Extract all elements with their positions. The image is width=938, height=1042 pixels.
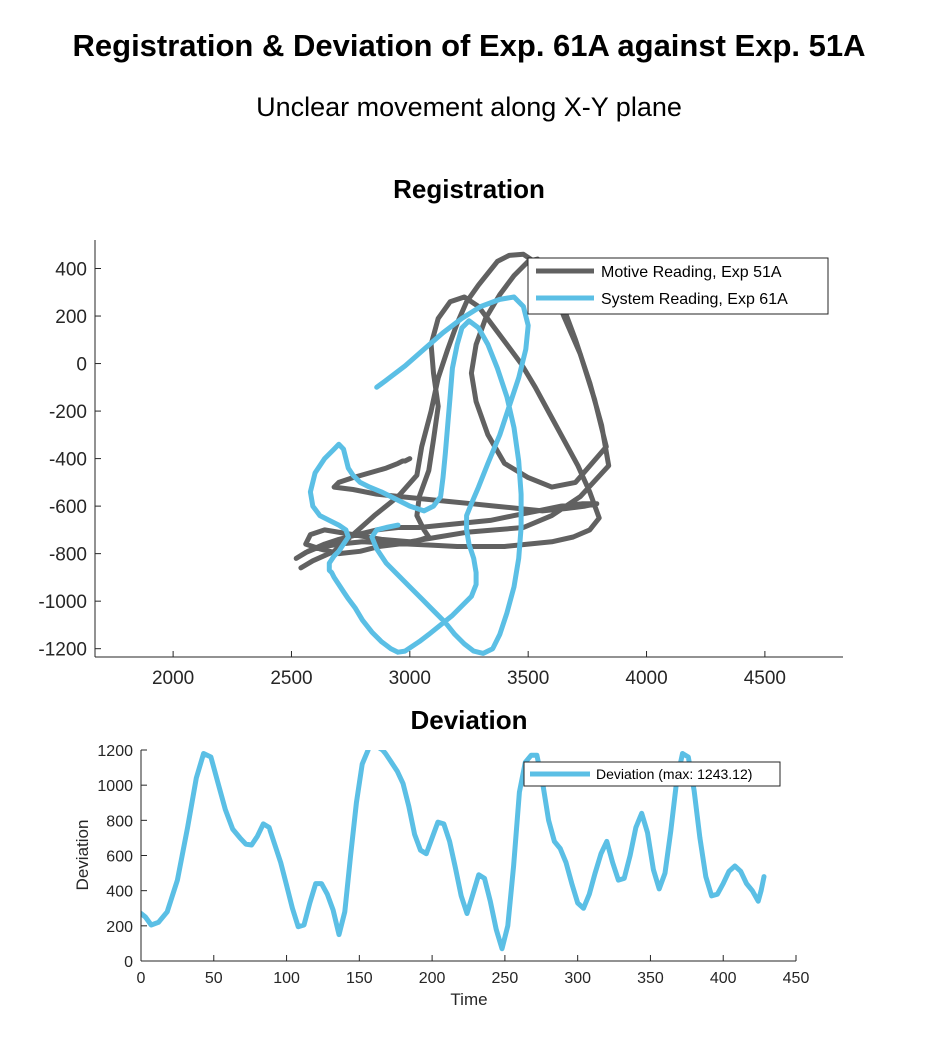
registration-y-tick-label: -600 — [49, 497, 87, 518]
registration-y-tick-label: -400 — [49, 450, 87, 471]
deviation-x-tick-label: 200 — [419, 970, 446, 987]
deviation-legend: Deviation (max: 1243.12) — [523, 761, 781, 787]
registration-y-tick-label: 200 — [55, 307, 87, 328]
deviation-ticks: 0 50 100 150 200 250 300 350 400 450 0 200 400 600 800… — [97, 743, 809, 987]
figure-title: Registration & Deviation of Exp. 61A aga… — [72, 28, 866, 63]
registration-y-tick-label: -800 — [49, 545, 87, 566]
deviation-y-tick-label: 1000 — [97, 778, 133, 795]
deviation-series-line-0 — [141, 750, 767, 952]
deviation-axes: Deviation 0 50 100 150 200 250 300 350 400 450 0 20… — [73, 705, 809, 1009]
legend-label-motive: Motive Reading, Exp 51A — [601, 264, 782, 281]
registration-y-tick-label: 400 — [55, 260, 87, 281]
deviation-y-tick-label: 400 — [106, 884, 133, 901]
registration-legend-box — [527, 257, 829, 315]
registration-plot-area — [293, 251, 612, 656]
registration-series-line-0 — [293, 251, 612, 571]
registration-y-tick-label: 0 — [76, 355, 87, 376]
deviation-plot-area — [141, 750, 767, 952]
registration-title: Registration — [393, 174, 545, 204]
deviation-y-tick-label: 200 — [106, 919, 133, 936]
registration-y-tick-label: -1000 — [38, 592, 87, 613]
deviation-x-tick-label: 250 — [492, 970, 519, 987]
deviation-x-tick-label: 400 — [710, 970, 737, 987]
deviation-x-tick-label: 350 — [637, 970, 664, 987]
deviation-y-tick-label: 0 — [124, 954, 133, 971]
deviation-y-tick-label: 800 — [106, 813, 133, 830]
registration-y-tick-label: -200 — [49, 402, 87, 423]
deviation-x-tick-label: 150 — [346, 970, 373, 987]
figure-subtitle: Unclear movement along X-Y plane — [256, 92, 682, 122]
deviation-x-tick-label: 100 — [273, 970, 300, 987]
legend-label-system: System Reading, Exp 61A — [601, 291, 788, 308]
registration-x-tick-label: 2500 — [270, 668, 312, 689]
registration-series-line-1 — [307, 294, 531, 656]
deviation-x-label: Time — [450, 990, 487, 1009]
registration-axes: Registration 2000 2500 3000 3500 4000 4500-12… — [38, 174, 843, 689]
registration-legend: Motive Reading, Exp 51A System Reading, … — [527, 257, 829, 315]
registration-x-tick-label: 4500 — [744, 668, 786, 689]
registration-ticks: 2000 2500 3000 3500 4000 4500-1200-1000-800-6… — [38, 260, 786, 689]
deviation-y-label: Deviation — [73, 820, 92, 891]
deviation-x-tick-label: 450 — [783, 970, 810, 987]
deviation-x-tick-label: 0 — [137, 970, 146, 987]
deviation-x-tick-label: 300 — [564, 970, 591, 987]
registration-x-tick-label: 2000 — [152, 668, 194, 689]
registration-y-tick-label: -1200 — [38, 640, 87, 661]
deviation-y-tick-label: 600 — [106, 849, 133, 866]
deviation-x-tick-label: 50 — [205, 970, 223, 987]
registration-x-tick-label: 3000 — [389, 668, 431, 689]
registration-x-tick-label: 3500 — [507, 668, 549, 689]
legend-label-deviation: Deviation (max: 1243.12) — [596, 766, 752, 782]
deviation-title: Deviation — [410, 705, 527, 735]
deviation-y-tick-label: 1200 — [97, 743, 133, 760]
registration-x-tick-label: 4000 — [625, 668, 667, 689]
